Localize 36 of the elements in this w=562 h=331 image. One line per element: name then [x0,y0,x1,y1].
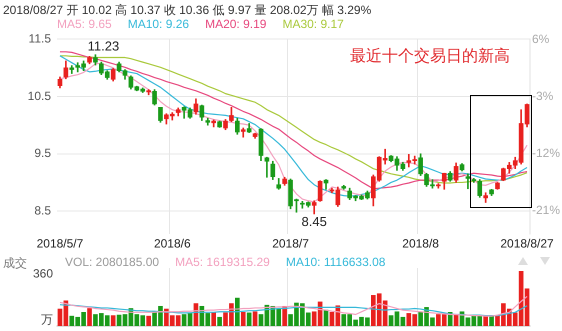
y-tick-label: 8.5 [34,203,52,218]
bar [324,310,328,326]
x-tick-label: 2018/7 [272,236,310,250]
bar [252,311,258,326]
annotation: 11.23 [88,38,120,54]
annotation: 8.45 [302,214,327,230]
x-tick-label: 2018/6 [154,236,191,250]
x-tick-label: 2018/8/27 [500,236,554,250]
y2-tick-label: 6% [532,32,550,46]
text: 360 [32,266,54,280]
bar [146,316,151,326]
text: MA20: 9.19 [205,17,266,31]
bar [87,308,92,326]
text: VOL: 2080185.00 [65,255,160,269]
chart-subtitle: 2018/08/27 开 10.02 高 10.37 收 10.36 低 9.97 量 208.02万 幅 3.29% [3,2,372,19]
text: MA10: 9.26 [128,17,190,31]
text: MA5: 9.65 [57,17,112,31]
text: MA10: 1116633.08 [286,255,386,269]
text: MA30: 9.17 [282,17,344,31]
bar [246,312,252,326]
y2-tick-label: -3% [532,89,554,104]
y2-tick-label: -12% [532,146,560,160]
chart-title: 成交 [3,255,27,272]
text: 万 [41,312,53,326]
bar [110,315,116,326]
bar [217,316,222,326]
bar [211,312,216,326]
x-tick-label: 2018/5/7 [36,236,84,250]
y-tick-label: 10.5 [28,88,52,103]
y2-tick-label: -21% [532,203,560,218]
annotation: 最近十个交易日的新高 [350,46,510,67]
y-tick-label: 11.5 [28,32,52,46]
x-tick-label: 2018/8 [402,236,440,250]
y-tick-label: 9.5 [34,146,52,160]
bar [240,312,246,326]
text: MA5: 1619315.29 [175,255,270,269]
